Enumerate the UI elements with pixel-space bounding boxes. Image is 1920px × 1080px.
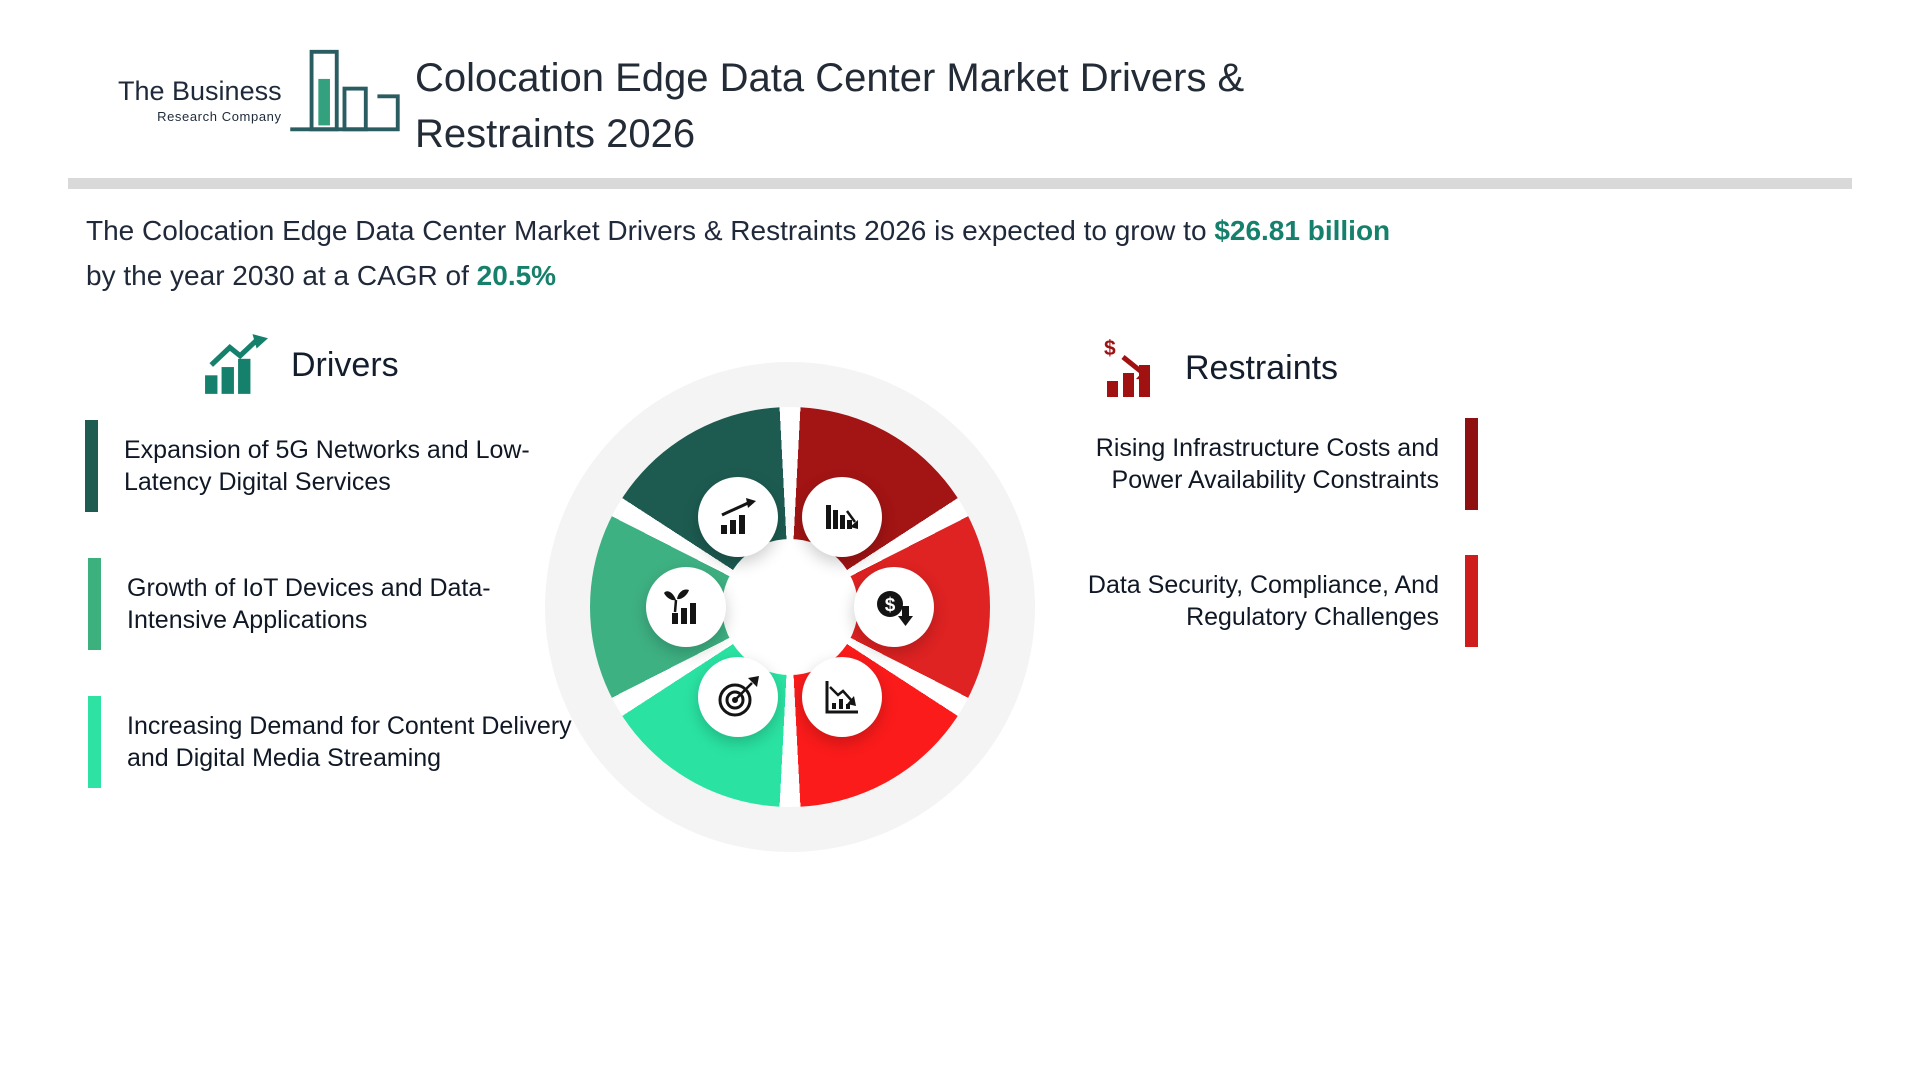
restraints-heading: $ Restraints xyxy=(1103,338,1338,398)
declining-bars-icon xyxy=(826,505,858,529)
driver-item: Increasing Demand for Content Delivery a… xyxy=(88,696,587,788)
wheel-badge xyxy=(802,477,882,557)
brand-name: The Business xyxy=(118,76,282,106)
header-divider xyxy=(68,178,1852,189)
restraint-accent-bar xyxy=(1465,418,1478,510)
cost-bars-decline-icon: $ xyxy=(1104,338,1150,397)
growth-value: $26.81 billion xyxy=(1214,215,1391,246)
brand-subtitle: Research Company xyxy=(157,109,282,124)
dollar-decrease-icon: $ xyxy=(877,591,913,626)
sprout-growth-icon xyxy=(664,589,696,624)
declining-chart-icon xyxy=(825,681,858,714)
brand-text: The Business Research Company xyxy=(118,76,282,138)
drivers-heading: Drivers xyxy=(203,334,399,396)
driver-item-label: Expansion of 5G Networks and Low-Latency… xyxy=(124,435,530,497)
page-title-line1: Colocation Edge Data Center Market Drive… xyxy=(415,56,1245,100)
drivers-heading-label: Drivers xyxy=(291,345,399,384)
wheel-badge xyxy=(698,657,778,737)
intro-after: by the year 2030 at a CAGR of xyxy=(86,260,477,292)
restraint-item: Rising Infrastructure Costs and Power Av… xyxy=(1049,418,1478,510)
dollar-glyph: $ xyxy=(885,595,896,616)
driver-item: Expansion of 5G Networks and Low-Latency… xyxy=(85,420,584,512)
wheel-badge xyxy=(698,477,778,557)
target-icon xyxy=(718,676,759,717)
intro-before: The Colocation Edge Data Center Market D… xyxy=(86,215,1215,246)
drivers-restraints-wheel: $ xyxy=(545,362,1035,852)
restraint-item: Data Security, Compliance, And Regulator… xyxy=(1049,555,1478,647)
driver-item-label: Increasing Demand for Content Delivery a… xyxy=(127,711,572,773)
wheel-badge: $ xyxy=(854,567,934,647)
restraints-heading-label: Restraints xyxy=(1185,348,1339,387)
growth-bars-arrow-icon xyxy=(205,334,268,394)
driver-accent-bar xyxy=(85,420,98,512)
brand-logo: The Business Research Company xyxy=(118,46,400,138)
wheel-badge xyxy=(802,657,882,737)
wheel-badge xyxy=(646,567,726,647)
cagr-value: 20.5% xyxy=(476,260,557,292)
dollar-glyph: $ xyxy=(1104,338,1116,360)
intro-text: The Colocation Edge Data Center Market D… xyxy=(86,208,1566,299)
driver-item: Growth of IoT Devices and Data-Intensive… xyxy=(88,558,587,650)
restraint-item-label: Rising Infrastructure Costs and Power Av… xyxy=(1095,433,1439,495)
brand-bar-chart-icon xyxy=(289,49,400,132)
driver-accent-bar xyxy=(88,558,101,650)
restraint-item-label: Data Security, Compliance, And Regulator… xyxy=(1087,570,1439,632)
page-title-line2: Restraints 2026 xyxy=(415,112,696,156)
growth-trend-icon xyxy=(721,498,756,534)
driver-item-label: Growth of IoT Devices and Data-Intensive… xyxy=(127,573,491,635)
restraint-accent-bar xyxy=(1465,555,1478,647)
page-title: Colocation Edge Data Center Market Drive… xyxy=(415,50,1465,162)
wheel-center xyxy=(722,539,858,675)
driver-accent-bar xyxy=(88,696,101,788)
